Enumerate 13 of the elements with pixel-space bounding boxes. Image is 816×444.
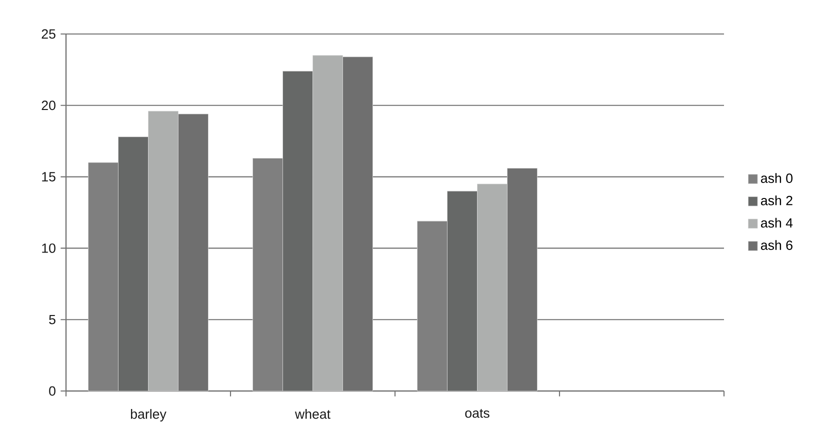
y-tick-label: 10 (42, 243, 56, 253)
legend-label: ash 2 (760, 196, 792, 206)
y-tick-label: 20 (42, 100, 56, 110)
legend-label: ash 0 (760, 173, 792, 183)
y-tick-label: 5 (49, 314, 56, 324)
y-tick-label: 25 (42, 29, 56, 39)
legend-label: ash 4 (760, 218, 793, 228)
x-tick-label: oats (465, 409, 490, 418)
legend-label: ash 6 (760, 240, 792, 250)
y-tick-label: 0 (49, 386, 56, 396)
y-tick-label: 15 (42, 172, 56, 182)
x-tick-label: barley (130, 409, 166, 422)
x-tick-label: wheat (294, 409, 330, 419)
